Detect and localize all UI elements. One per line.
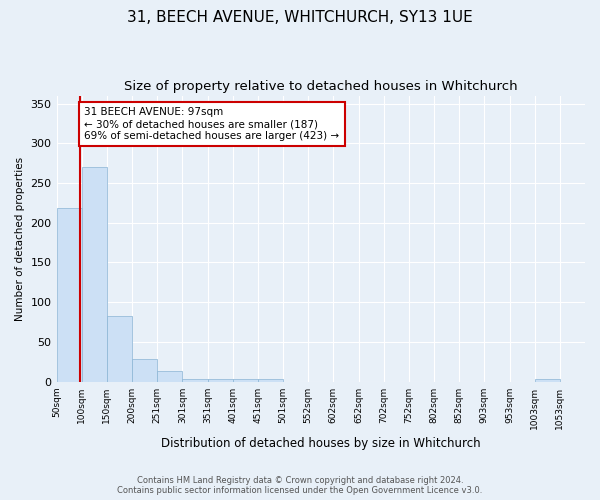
Bar (233, 378, 258, 382)
Y-axis label: Number of detached properties: Number of detached properties (15, 156, 25, 320)
Text: Contains HM Land Registry data © Crown copyright and database right 2024.
Contai: Contains HM Land Registry data © Crown c… (118, 476, 482, 495)
Bar (258, 378, 283, 382)
Bar (82, 167, 107, 382)
Bar (132, 358, 157, 382)
Title: Size of property relative to detached houses in Whitchurch: Size of property relative to detached ho… (124, 80, 518, 93)
X-axis label: Distribution of detached houses by size in Whitchurch: Distribution of detached houses by size … (161, 437, 481, 450)
Bar (208, 378, 233, 382)
Text: 31, BEECH AVENUE, WHITCHURCH, SY13 1UE: 31, BEECH AVENUE, WHITCHURCH, SY13 1UE (127, 10, 473, 25)
Bar (535, 380, 560, 382)
Bar (56, 208, 82, 382)
Bar (182, 378, 208, 382)
Text: 31 BEECH AVENUE: 97sqm
← 30% of detached houses are smaller (187)
69% of semi-de: 31 BEECH AVENUE: 97sqm ← 30% of detached… (84, 108, 340, 140)
Bar (157, 372, 182, 382)
Bar (107, 316, 132, 382)
